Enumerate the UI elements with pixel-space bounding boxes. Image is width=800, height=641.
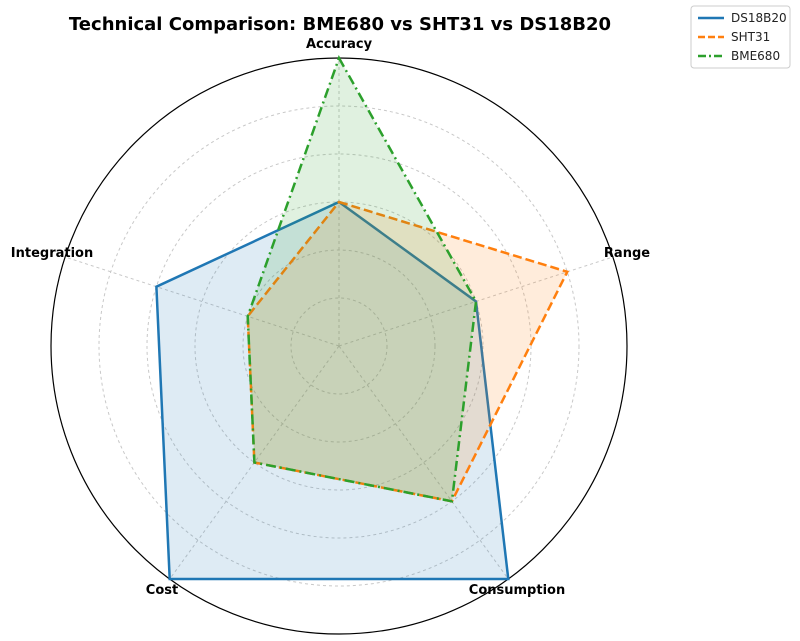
axis-label-accuracy: Accuracy bbox=[306, 37, 373, 52]
grid-ring bbox=[290, 297, 388, 395]
grid-spoke bbox=[338, 345, 509, 580]
series-line-ds18b20 bbox=[155, 200, 510, 581]
legend-label-ds18b20: DS18B20 bbox=[731, 11, 787, 25]
axis-label-integration: Integration bbox=[11, 246, 93, 261]
series-fill-bme680 bbox=[247, 58, 476, 502]
series-fill-ds18b20 bbox=[156, 202, 509, 579]
legend-box bbox=[690, 5, 791, 69]
radar-series bbox=[155, 54, 570, 581]
series-fill-sht31 bbox=[247, 202, 568, 502]
legend-label-bme680: BME680 bbox=[731, 49, 780, 63]
axis-label-consumption: Consumption bbox=[469, 583, 565, 598]
chart-title: Technical Comparison: BME680 vs SHT31 vs… bbox=[69, 14, 611, 35]
legend-label-sht31: SHT31 bbox=[731, 30, 770, 44]
axis-labels: Accuracy Range Consumption Cost Integration bbox=[11, 37, 650, 598]
legend: DS18B20 SHT31 BME680 bbox=[690, 5, 791, 69]
series-line-bme680 bbox=[246, 54, 478, 503]
grid-spoke bbox=[64, 256, 340, 347]
grid-ring bbox=[146, 153, 532, 539]
axis-label-range: Range bbox=[604, 246, 650, 261]
axis-label-cost: Cost bbox=[146, 583, 178, 598]
series-line-sht31 bbox=[246, 200, 570, 503]
